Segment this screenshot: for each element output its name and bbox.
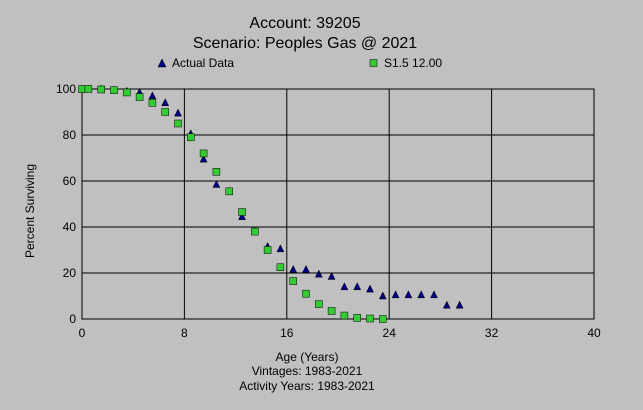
actual-data-point-16 xyxy=(276,244,285,253)
actual-data-point-19 xyxy=(314,269,323,278)
gridlines xyxy=(81,88,595,320)
chart-title: Account: 39205 xyxy=(249,15,360,32)
s15-point-4 xyxy=(123,88,131,97)
actual-data-point-21 xyxy=(340,282,349,291)
x-tick-label-0: 0 xyxy=(79,326,86,340)
actual-data-point-28 xyxy=(430,290,438,299)
legend-marker-actual-data xyxy=(157,58,167,68)
x-axis-label: Age (Years) xyxy=(276,350,339,364)
legend-label-actual-data: Actual Data xyxy=(172,56,234,70)
y-tick-label-4: 80 xyxy=(63,128,77,142)
y-tick-labels: 0 20 40 60 80 100 xyxy=(56,82,76,326)
actual-data-point-30 xyxy=(455,300,464,309)
actual-data-point-17 xyxy=(289,264,298,273)
series-s15 xyxy=(78,85,387,323)
y-axis-label: Percent Surviving xyxy=(23,164,37,258)
s15-point-19 xyxy=(315,300,323,308)
s15-point-17 xyxy=(289,277,297,285)
actual-data-point-18 xyxy=(302,264,310,273)
s15-point-0 xyxy=(78,85,86,93)
s15-point-10 xyxy=(199,149,208,158)
y-tick-label-2: 40 xyxy=(63,220,77,234)
y-tick-label-5: 100 xyxy=(56,82,76,96)
s15-point-14 xyxy=(251,227,259,236)
actual-data-point-7 xyxy=(161,98,170,107)
legend-label-s15: S1.5 12.00 xyxy=(384,56,442,70)
actual-data-point-6 xyxy=(148,91,157,100)
s15-point-5 xyxy=(135,93,144,101)
actual-data-point-22 xyxy=(353,282,362,291)
s15-point-3 xyxy=(110,86,118,94)
y-tick-label-0: 0 xyxy=(69,312,76,326)
legend: Actual Data S1.5 12.00 xyxy=(157,56,442,70)
actual-data-point-27 xyxy=(417,290,426,299)
plot-frame xyxy=(81,88,595,320)
s15-point-9 xyxy=(187,133,195,142)
s15-point-7 xyxy=(161,108,169,116)
s15-point-24 xyxy=(379,315,387,323)
actual-data-point-13 xyxy=(238,212,246,220)
y-tick-label-3: 60 xyxy=(63,174,77,188)
x-tick-labels: 0 8 16 24 32 40 xyxy=(79,326,601,340)
s15-point-15 xyxy=(263,246,272,254)
s15-point-18 xyxy=(302,289,310,298)
s15-point-21 xyxy=(340,311,349,320)
activity-years-note: Activity Years: 1983-2021 xyxy=(239,379,375,393)
s15-point-23 xyxy=(366,314,374,323)
chart-subtitle: Scenario: Peoples Gas @ 2021 xyxy=(193,35,417,52)
s15-point-11 xyxy=(212,168,221,176)
vintages-note: Vintages: 1983-2021 xyxy=(252,364,363,378)
s15-point-6 xyxy=(148,99,157,107)
s15-point-16 xyxy=(276,263,285,271)
x-tick-label-2: 16 xyxy=(280,326,294,340)
series-actual-data xyxy=(78,84,464,309)
s15-point-13 xyxy=(238,208,246,216)
actual-data-point-24 xyxy=(378,291,387,300)
s15-point-20 xyxy=(327,307,336,315)
actual-data-point-8 xyxy=(174,108,182,117)
s15-point-2 xyxy=(97,85,105,94)
x-tick-label-1: 8 xyxy=(181,326,188,340)
s15-point-8 xyxy=(174,119,182,128)
s15-point-12 xyxy=(225,187,233,196)
x-tick-label-3: 24 xyxy=(383,326,397,340)
actual-data-point-20 xyxy=(327,271,336,280)
actual-data-point-11 xyxy=(212,179,221,188)
actual-data-point-25 xyxy=(391,290,400,299)
legend-marker-s15 xyxy=(369,59,378,67)
s15-point-1 xyxy=(84,85,93,93)
x-tick-label-5: 40 xyxy=(587,326,601,340)
actual-data-point-23 xyxy=(366,284,374,293)
y-tick-label-1: 20 xyxy=(63,266,77,280)
actual-data-point-26 xyxy=(404,290,413,299)
actual-data-point-29 xyxy=(442,300,451,309)
s15-point-22 xyxy=(353,314,361,322)
actual-data-point-10 xyxy=(199,154,208,163)
x-tick-label-4: 32 xyxy=(485,326,499,340)
